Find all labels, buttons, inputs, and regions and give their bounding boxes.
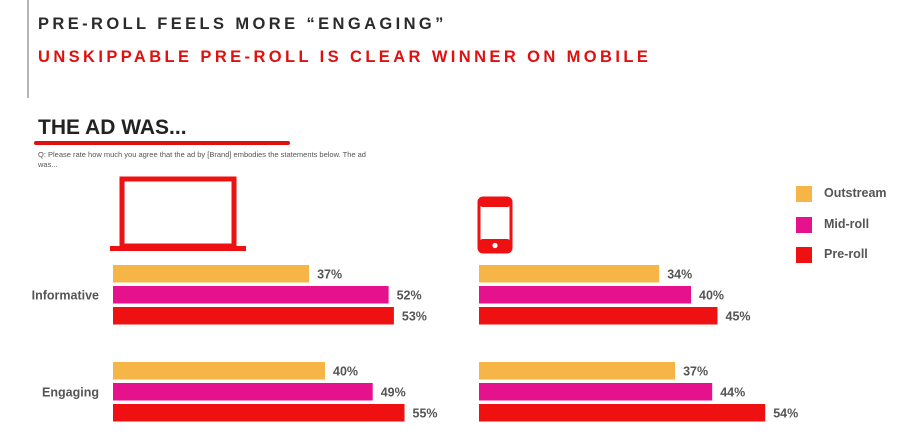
section-title: THE AD WAS... (38, 116, 187, 139)
data-label: 49% (381, 385, 406, 399)
bar-midroll-informative (479, 286, 691, 304)
data-label: 55% (413, 406, 438, 420)
data-label: 37% (683, 364, 708, 378)
bar-midroll-informative (113, 286, 389, 304)
category-label-engaging: Engaging (42, 385, 99, 399)
category-label-informative: Informative (32, 288, 99, 302)
data-label: 44% (720, 385, 745, 399)
bar-midroll-engaging (479, 383, 713, 401)
subheadline: UNSKIPPABLE PRE-ROLL IS CLEAR WINNER ON … (38, 48, 652, 66)
section-underline (34, 141, 290, 145)
side-rule (27, 0, 29, 98)
legend-label: Pre-roll (824, 247, 868, 261)
headline: PRE-ROLL FEELS MORE “ENGAGING” (38, 15, 447, 33)
bar-preroll-informative (479, 307, 718, 325)
bar-outstream-informative (113, 265, 310, 283)
legend-label: Mid-roll (824, 216, 870, 231)
data-label: 34% (667, 267, 692, 281)
data-label: 52% (397, 288, 422, 302)
laptop-icon (110, 176, 246, 251)
smartphone-icon (477, 196, 513, 254)
data-label: 54% (773, 406, 798, 420)
legend-swatch (796, 216, 812, 233)
data-label: 45% (726, 309, 751, 323)
bar-preroll-engaging (113, 404, 405, 422)
legend-swatch (796, 186, 812, 202)
data-label: 40% (699, 288, 724, 302)
data-label: 53% (402, 309, 427, 323)
bar-preroll-engaging (479, 404, 766, 422)
legend-swatch (796, 247, 812, 263)
survey-question: Q: Please rate how much you agree that t… (38, 150, 366, 169)
bar-preroll-informative (113, 307, 394, 325)
bar-outstream-engaging (113, 362, 325, 380)
bar-midroll-engaging (113, 383, 373, 401)
data-label: 37% (317, 267, 342, 281)
bar-outstream-informative (479, 265, 660, 283)
legend-label: Outstream (824, 186, 887, 200)
bar-outstream-engaging (479, 362, 676, 380)
data-label: 40% (333, 364, 358, 378)
